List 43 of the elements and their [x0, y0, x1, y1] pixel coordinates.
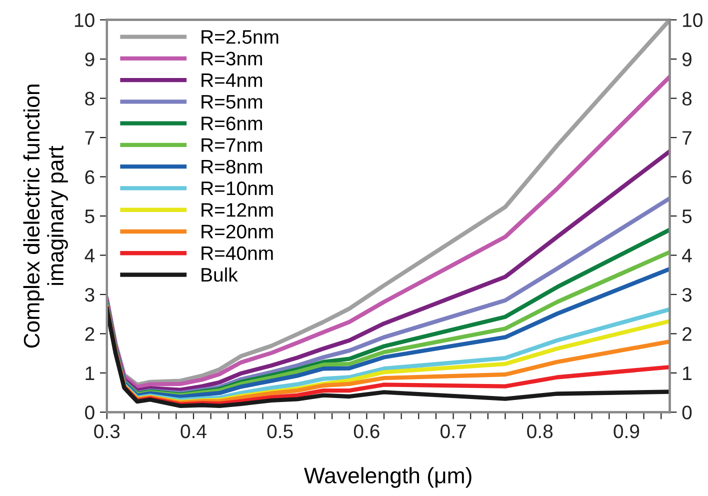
legend-label: R=20nm — [202, 224, 273, 238]
legend-label: R=12nm — [202, 203, 273, 217]
y-tick-label: 6 — [85, 170, 94, 184]
legend-label: R=40nm — [202, 246, 273, 260]
x-tick-label: 0.3 — [94, 424, 120, 438]
y-axis-title: Complex dielectric function imaginary part — [23, 84, 68, 348]
x-tick-label: 0.4 — [180, 424, 206, 438]
y2-tick-label: 0 — [682, 406, 692, 420]
y2-tick-label: 7 — [682, 131, 692, 145]
y-tick-label: 3 — [85, 288, 94, 302]
x-tick-label: 0.6 — [354, 424, 380, 438]
y-tick-label: 0 — [85, 406, 94, 420]
y2-tick-label: 3 — [682, 288, 692, 302]
y-tick-label: 8 — [85, 92, 94, 106]
legend-label: R=10nm — [202, 181, 273, 196]
legend-label: R=3nm — [202, 52, 262, 66]
x-tick-label: 0.5 — [267, 424, 293, 438]
y2-tick-label: 8 — [682, 92, 692, 106]
y2-tick-label: 6 — [682, 170, 692, 184]
x-tick-label: 0.7 — [440, 424, 466, 438]
y2-tick-label: 1 — [683, 366, 692, 380]
y-tick-label: 2 — [85, 327, 94, 341]
y2-tick-label: 9 — [682, 52, 692, 66]
legend-label: R=8nm — [202, 160, 262, 174]
y-tick-label: 10 — [74, 13, 94, 28]
x-axis-title: Wavelength (μm) — [304, 467, 472, 488]
x-tick-label: 0.9 — [614, 424, 640, 438]
y2-tick-label: 10 — [683, 13, 702, 28]
legend-label: R=6nm — [202, 116, 262, 130]
y2-tick-label: 2 — [682, 327, 692, 341]
y-tick-label: 1 — [86, 366, 94, 380]
y2-tick-label: 5 — [682, 210, 692, 224]
legend-label: R=7nm — [202, 138, 262, 152]
legend-label: R=2.5nm — [202, 30, 278, 44]
legend-label: Bulk — [202, 267, 238, 282]
y-tick-label: 4 — [84, 248, 95, 262]
legend-label: R=4nm — [202, 74, 262, 87]
y2-tick-label: 4 — [682, 248, 692, 262]
legend-label: R=5nm — [202, 95, 262, 109]
y-tick-label: 7 — [85, 131, 94, 145]
x-tick-label: 0.8 — [527, 424, 553, 438]
y-tick-label: 5 — [85, 210, 94, 224]
y-tick-label: 9 — [85, 52, 94, 66]
